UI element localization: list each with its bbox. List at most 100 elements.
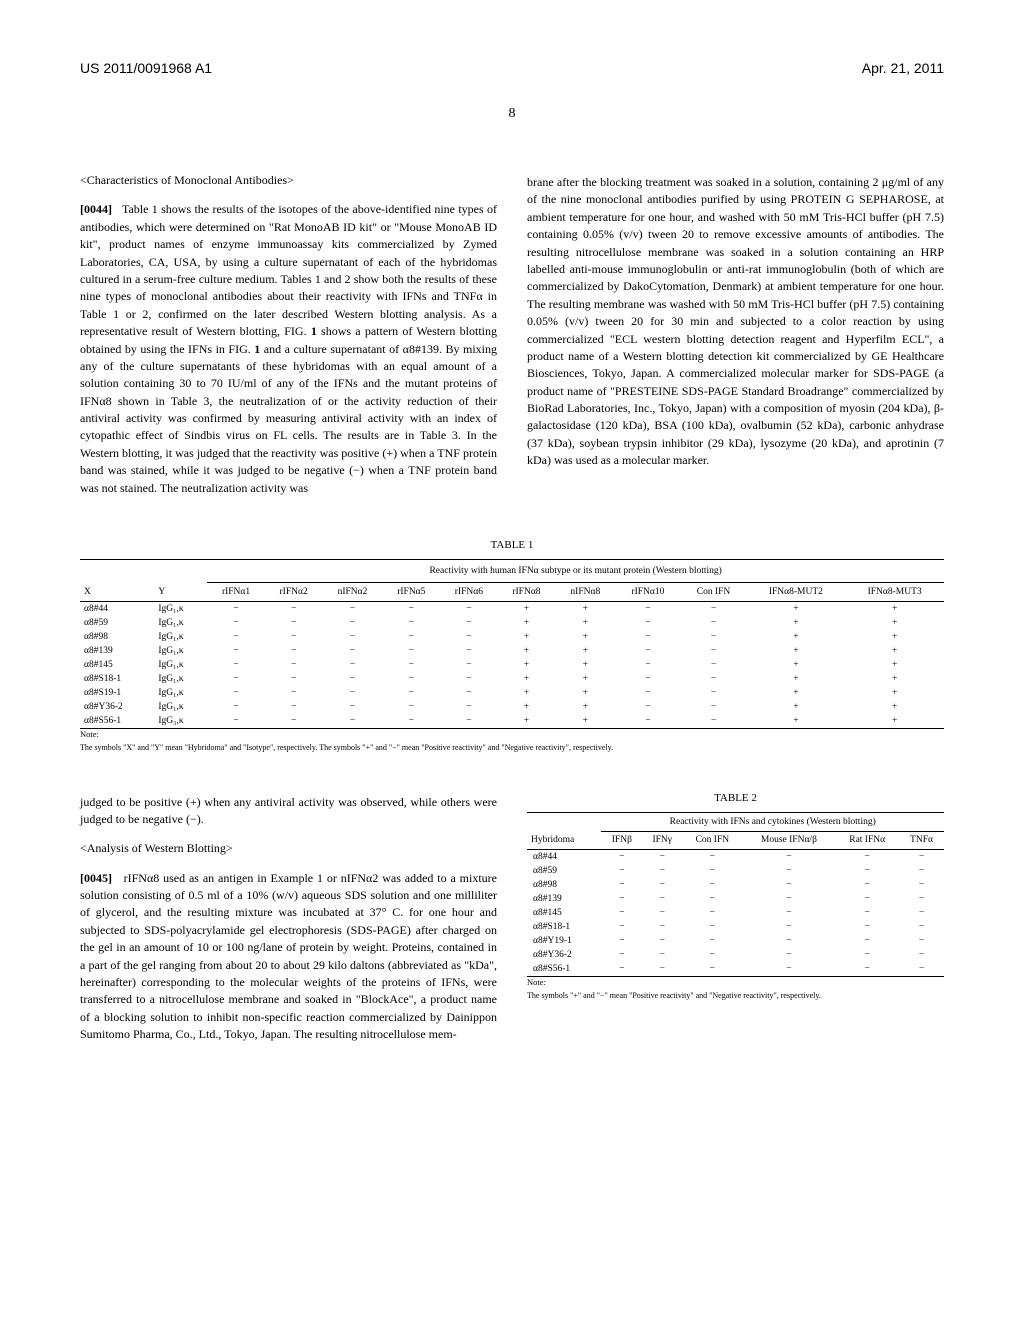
t1-cell: + (845, 700, 944, 714)
t2-cell: − (742, 850, 835, 865)
table-row: α8#98IgG₁,κ−−−−−++−−++ (80, 630, 944, 644)
t1-cell: − (680, 630, 746, 644)
t2-body: α8#44−−−−−−α8#59−−−−−−α8#98−−−−−−α8#139−… (527, 850, 944, 977)
t1-header-span: Reactivity with human IFNα subtype or it… (207, 560, 944, 583)
t2-cell: − (835, 920, 899, 934)
table-row: α8#139IgG₁,κ−−−−−++−−++ (80, 644, 944, 658)
t1-cell: − (680, 672, 746, 686)
table-row: α8#44−−−−−− (527, 850, 944, 865)
t2-cell: − (642, 948, 682, 962)
t1-cell: − (615, 644, 680, 658)
t1-col-header: rIFNα6 (440, 583, 498, 602)
t2-cell: − (601, 850, 642, 865)
t2-cell: − (682, 962, 742, 977)
t1-cell: − (207, 630, 265, 644)
t1-cell: − (322, 658, 382, 672)
t1-cell: − (207, 686, 265, 700)
t1-cell: − (207, 700, 265, 714)
t2-cell: − (642, 850, 682, 865)
t2-cell: α8#44 (527, 850, 601, 865)
t1-cell: IgG₁,κ (154, 630, 207, 644)
table-row: α8#S56-1IgG₃,κ−−−−−++−−++ (80, 714, 944, 729)
t2-cell: − (682, 934, 742, 948)
t1-cell: − (265, 686, 323, 700)
t1-cell: − (680, 686, 746, 700)
table-row: α8#139−−−−−− (527, 892, 944, 906)
t2-cell: − (601, 864, 642, 878)
t1-cell: α8#S18-1 (80, 672, 154, 686)
t1-cell: − (207, 616, 265, 630)
lower-columns: judged to be positive (+) when any antiv… (80, 782, 944, 1056)
t2-col-header: IFNγ (642, 831, 682, 850)
t1-cell: − (207, 672, 265, 686)
t1-col-header: X (80, 583, 154, 602)
t1-h-x (80, 560, 154, 583)
page-number: 8 (80, 106, 944, 122)
t1-col-header: IFNα8-MUT3 (845, 583, 944, 602)
t2-cell: − (601, 906, 642, 920)
t2-cell: − (601, 920, 642, 934)
t1-cell: − (440, 644, 498, 658)
t2-cell: α8#S56-1 (527, 962, 601, 977)
t1-cell: + (845, 686, 944, 700)
lower-column-right: TABLE 2 Reactivity with IFNs and cytokin… (527, 782, 944, 1056)
t1-cell: − (440, 630, 498, 644)
page-header: US 2011/0091968 A1 Apr. 21, 2011 (80, 60, 944, 76)
t2-col-header: Mouse IFNα/β (742, 831, 835, 850)
t2-cell: − (835, 906, 899, 920)
t1-cell: α8#59 (80, 616, 154, 630)
t1-cell: α8#145 (80, 658, 154, 672)
t1-cell: + (555, 630, 615, 644)
t2-cell: α8#98 (527, 878, 601, 892)
t1-cell: − (440, 616, 498, 630)
t1-cell: − (383, 630, 441, 644)
t1-cell: + (555, 714, 615, 729)
t1-cell: + (555, 644, 615, 658)
t1-col-header: rIFNα10 (615, 583, 680, 602)
t1-col-header: IFNα8-MUT2 (747, 583, 846, 602)
section-title-characteristics: <Characteristics of Monoclonal Antibodie… (80, 172, 497, 189)
t2-col-header: Hybridoma (527, 831, 601, 850)
t1-cell: − (383, 601, 441, 616)
t1-cell: IgG₁,κ (154, 616, 207, 630)
t2-col-header: IFNβ (601, 831, 642, 850)
t1-cell: − (322, 644, 382, 658)
table-1-wrapper: TABLE 1 Reactivity with human IFNα subty… (80, 539, 944, 752)
t1-cell: − (265, 616, 323, 630)
t2-cell: − (682, 850, 742, 865)
t1-header-row: XYrIFNα1rIFNα2nIFNα2rIFNα5rIFNα6rIFNα8nI… (80, 583, 944, 602)
t1-col-header: Y (154, 583, 207, 602)
table-row: α8#S19-1IgG₁,κ−−−−−++−−++ (80, 686, 944, 700)
t2-cell: − (642, 864, 682, 878)
t1-cell: − (265, 714, 323, 729)
lower-para-1: judged to be positive (+) when any antiv… (80, 794, 497, 829)
t1-cell: − (383, 672, 441, 686)
t2-cell: − (899, 892, 944, 906)
para-0045-text: rIFNα8 used as an antigen in Example 1 o… (80, 871, 497, 1042)
t1-cell: α8#139 (80, 644, 154, 658)
t2-cell: − (682, 892, 742, 906)
t2-cell: − (742, 920, 835, 934)
t1-cell: − (322, 714, 382, 729)
t1-cell: + (498, 700, 556, 714)
t1-cell: + (555, 686, 615, 700)
table-row: α8#Y36-2−−−−−− (527, 948, 944, 962)
table-row: α8#S56-1−−−−−− (527, 962, 944, 977)
table-2-note-title: Note: (527, 977, 944, 987)
t1-cell: α8#Y36-2 (80, 700, 154, 714)
t2-cell: − (601, 962, 642, 977)
column-left: <Characteristics of Monoclonal Antibodie… (80, 162, 497, 509)
para-0044-text-c: and a culture supernatant of α8#139. By … (80, 342, 497, 495)
t1-cell: + (845, 714, 944, 729)
table-1-note-title: Note: (80, 729, 944, 739)
t1-cell: − (383, 616, 441, 630)
lower-column-left: judged to be positive (+) when any antiv… (80, 782, 497, 1056)
t1-cell: − (680, 700, 746, 714)
t1-cell: + (747, 672, 846, 686)
t2-cell: − (899, 850, 944, 865)
t2-cell: − (899, 864, 944, 878)
t2-cell: − (742, 962, 835, 977)
t1-cell: − (615, 658, 680, 672)
t2-cell: α8#S18-1 (527, 920, 601, 934)
t1-col-header: Con IFN (680, 583, 746, 602)
